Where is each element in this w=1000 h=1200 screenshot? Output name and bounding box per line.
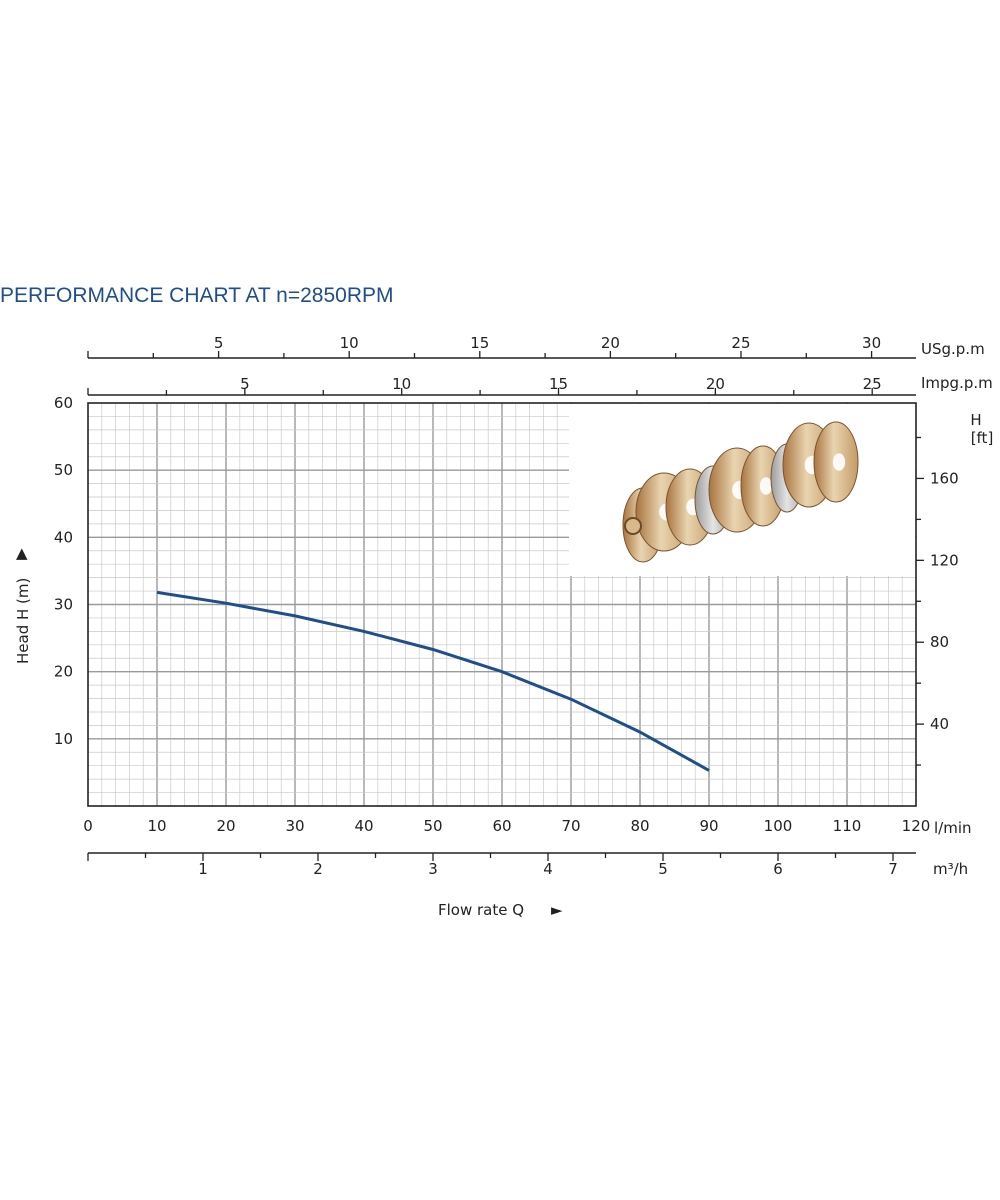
impgpm-tick-label: 10 [392,375,411,393]
y-tick-label: 50 [54,461,73,479]
series-line [156,590,710,772]
x-tick-label: 100 [764,817,793,835]
shaft-hub [624,517,642,535]
m3h-tick-label: 3 [428,860,438,878]
x-axis-ticks: 0 10 20 30 40 50 60 70 80 90 100 110 120 [83,817,930,835]
usgpm-tick-label: 10 [340,334,359,352]
impeller-hole [832,453,846,471]
impgpm-tick-label: 20 [706,375,725,393]
grid [88,403,916,806]
y-axis-ticks: 10 20 30 40 50 60 [54,394,73,748]
y-tick-label: 10 [54,730,73,748]
impgpm-unit-label: Impg.p.m [921,374,993,392]
y-axis-arrow: ▲ [16,544,28,562]
x-unit-label: l/min [934,819,972,837]
x-tick-label: 120 [902,817,931,835]
x-axis-arrow: ► [551,901,563,919]
usgpm-unit-label: USg.p.m [921,340,985,358]
usgpm-tick-label: 25 [731,334,750,352]
x-tick-label: 50 [423,817,442,835]
m3h-tick-label: 2 [313,860,323,878]
plot-frame [87,402,917,807]
usgpm-tick-label: 5 [214,334,224,352]
y-tick-label: 20 [54,663,73,681]
usgpm-tick-label: 15 [470,334,489,352]
y-tick-label: 30 [54,596,73,614]
x-tick-label: 110 [833,817,862,835]
right-axis-ft: 40 80 120 160 [916,436,959,766]
m3h-tick-label: 4 [543,860,553,878]
y-tick-label: 40 [54,528,73,546]
m3h-tick-label: 5 [658,860,668,878]
x-tick-label: 70 [561,817,580,835]
ft-unit-label-line2: [ft] [971,429,994,447]
x-tick-label: 30 [285,817,304,835]
x-tick-label: 60 [492,817,511,835]
impgpm-tick-label: 25 [863,375,882,393]
ft-unit-label-line1: H [970,411,981,429]
x-tick-label: 80 [630,817,649,835]
usgpm-tick-label: 30 [862,334,881,352]
x-tick-label: 10 [147,817,166,835]
impgpm-tick-label: 5 [240,375,250,393]
m3h-tick-label: 1 [198,860,208,878]
top-axis-usgpm: 5 10 15 20 25 30 [87,334,916,359]
x-tick-label: 0 [83,817,93,835]
y-axis-label: Head H (m) [14,578,32,664]
ft-tick-label: 160 [930,469,959,487]
x-axis-label: Flow rate Q [438,901,524,919]
impgpm-tick-label: 15 [549,375,568,393]
x-tick-label: 20 [216,817,235,835]
m3h-tick-label: 6 [773,860,783,878]
impeller-hole [759,477,773,495]
pump-impeller-stages-photo [569,404,915,576]
usgpm-tick-label: 20 [601,334,620,352]
ft-tick-label: 80 [930,633,949,651]
ft-tick-label: 40 [930,715,949,733]
x-tick-label: 90 [699,817,718,835]
m3h-unit-label: m³/h [933,860,968,878]
x-tick-label: 40 [354,817,373,835]
y-tick-label: 60 [54,394,73,412]
chart-title: PERFORMANCE CHART AT n=2850RPM [0,284,393,307]
ft-tick-label: 120 [930,551,959,569]
m3h-tick-label: 7 [888,860,898,878]
top-axis-impgpm: 5 10 15 20 25 [87,375,916,396]
bottom-axis-m3h: 1 2 3 4 5 6 7 [87,852,916,878]
